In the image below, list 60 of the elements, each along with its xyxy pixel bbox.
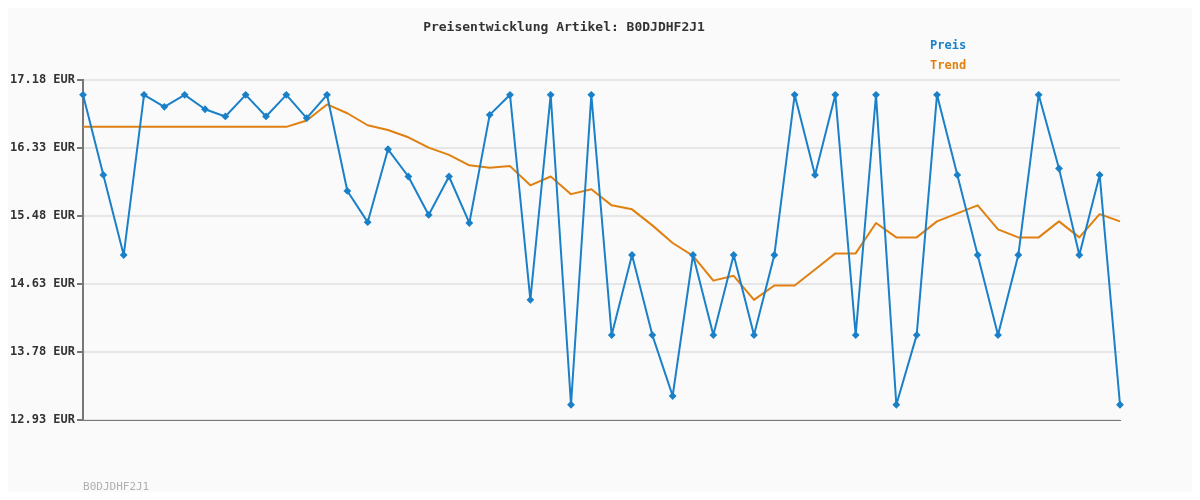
text: Preis [930, 38, 967, 53]
point [709, 331, 717, 339]
point [669, 392, 677, 400]
chart-title: Preisentwicklung Artikel: B0DJDHF2J1 [423, 19, 706, 35]
point [913, 331, 921, 339]
point [221, 112, 229, 120]
point [140, 91, 148, 99]
point [303, 114, 311, 122]
y-tick-label: 16.33 EUR [9, 139, 76, 154]
point [99, 171, 107, 179]
point [445, 173, 453, 181]
point [242, 91, 250, 99]
point [160, 103, 168, 111]
point [404, 173, 412, 181]
point [587, 91, 595, 99]
point [526, 296, 534, 304]
y-tick-label: 13.78 EUR [9, 344, 76, 359]
point [608, 331, 616, 339]
point [120, 251, 128, 259]
point [852, 331, 860, 339]
point [892, 401, 900, 409]
text: Trend [930, 58, 967, 73]
point [872, 91, 880, 99]
y-tick-label: 12.93 EUR [9, 412, 76, 427]
point [1096, 171, 1104, 179]
point [1014, 251, 1022, 259]
point [750, 331, 758, 339]
point [384, 145, 392, 153]
point [506, 91, 514, 99]
point [1116, 401, 1124, 409]
point [648, 331, 656, 339]
point [730, 251, 738, 259]
point [79, 91, 87, 99]
point [181, 91, 189, 99]
point [811, 171, 819, 179]
point [1075, 251, 1083, 259]
point [262, 112, 270, 120]
point [953, 171, 961, 179]
point [831, 91, 839, 99]
point [343, 187, 351, 195]
point [791, 91, 799, 99]
point [933, 91, 941, 99]
point [282, 91, 290, 99]
point [1035, 91, 1043, 99]
point [547, 91, 555, 99]
point [1055, 165, 1063, 172]
text: B0DJDHF2J1 [83, 479, 150, 493]
point [323, 91, 331, 99]
point [486, 111, 494, 119]
y-tick-label: 14.63 EUR [9, 275, 76, 290]
point [425, 211, 433, 219]
point [974, 251, 982, 259]
point [567, 401, 575, 409]
point [465, 219, 473, 227]
y-tick-label: 15.48 EUR [9, 207, 76, 222]
point [201, 105, 209, 113]
point [770, 251, 778, 259]
y-tick-label: 17.18 EUR [9, 71, 76, 86]
point [994, 331, 1002, 339]
point [364, 218, 372, 226]
